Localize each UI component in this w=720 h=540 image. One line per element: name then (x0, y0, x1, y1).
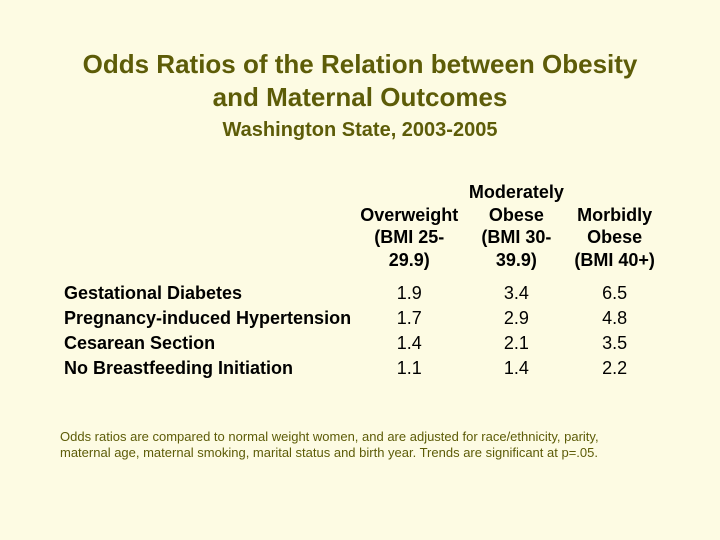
header-line2: Obese (587, 227, 642, 247)
cell: 3.4 (463, 281, 569, 306)
cell: 2.1 (463, 331, 569, 356)
header-moderately-obese: Moderately Obese (BMI 30-39.9) (463, 180, 569, 281)
header-overweight: Overweight (BMI 25-29.9) (355, 180, 463, 281)
row-label: Pregnancy-induced Hypertension (60, 306, 355, 331)
slide-title: Odds Ratios of the Relation between Obes… (60, 48, 660, 113)
odds-ratio-table: Overweight (BMI 25-29.9) Moderately Obes… (60, 180, 660, 381)
table-row: No Breastfeeding Initiation 1.1 1.4 2.2 (60, 356, 660, 381)
header-empty (60, 180, 355, 281)
cell: 1.9 (355, 281, 463, 306)
cell: 3.5 (569, 331, 660, 356)
table-row: Gestational Diabetes 1.9 3.4 6.5 (60, 281, 660, 306)
row-label: Gestational Diabetes (60, 281, 355, 306)
row-label: Cesarean Section (60, 331, 355, 356)
header-line2: Obese (489, 205, 544, 225)
row-label: No Breastfeeding Initiation (60, 356, 355, 381)
slide-subtitle: Washington State, 2003-2005 (60, 119, 660, 142)
cell: 2.2 (569, 356, 660, 381)
footnote-text: Odds ratios are compared to normal weigh… (60, 429, 650, 462)
header-morbidly-obese: Morbidly Obese (BMI 40+) (569, 180, 660, 281)
cell: 1.1 (355, 356, 463, 381)
cell: 4.8 (569, 306, 660, 331)
cell: 1.4 (463, 356, 569, 381)
header-bmi: (BMI 40+) (574, 250, 655, 270)
cell: 6.5 (569, 281, 660, 306)
cell: 1.7 (355, 306, 463, 331)
cell: 2.9 (463, 306, 569, 331)
header-bmi: (BMI 30-39.9) (481, 227, 551, 270)
header-line2: Overweight (360, 205, 458, 225)
table-row: Pregnancy-induced Hypertension 1.7 2.9 4… (60, 306, 660, 331)
cell: 1.4 (355, 331, 463, 356)
header-line1: Morbidly (577, 205, 652, 225)
table-row: Cesarean Section 1.4 2.1 3.5 (60, 331, 660, 356)
header-line1: Moderately (469, 182, 564, 202)
header-bmi: (BMI 25-29.9) (374, 227, 444, 270)
